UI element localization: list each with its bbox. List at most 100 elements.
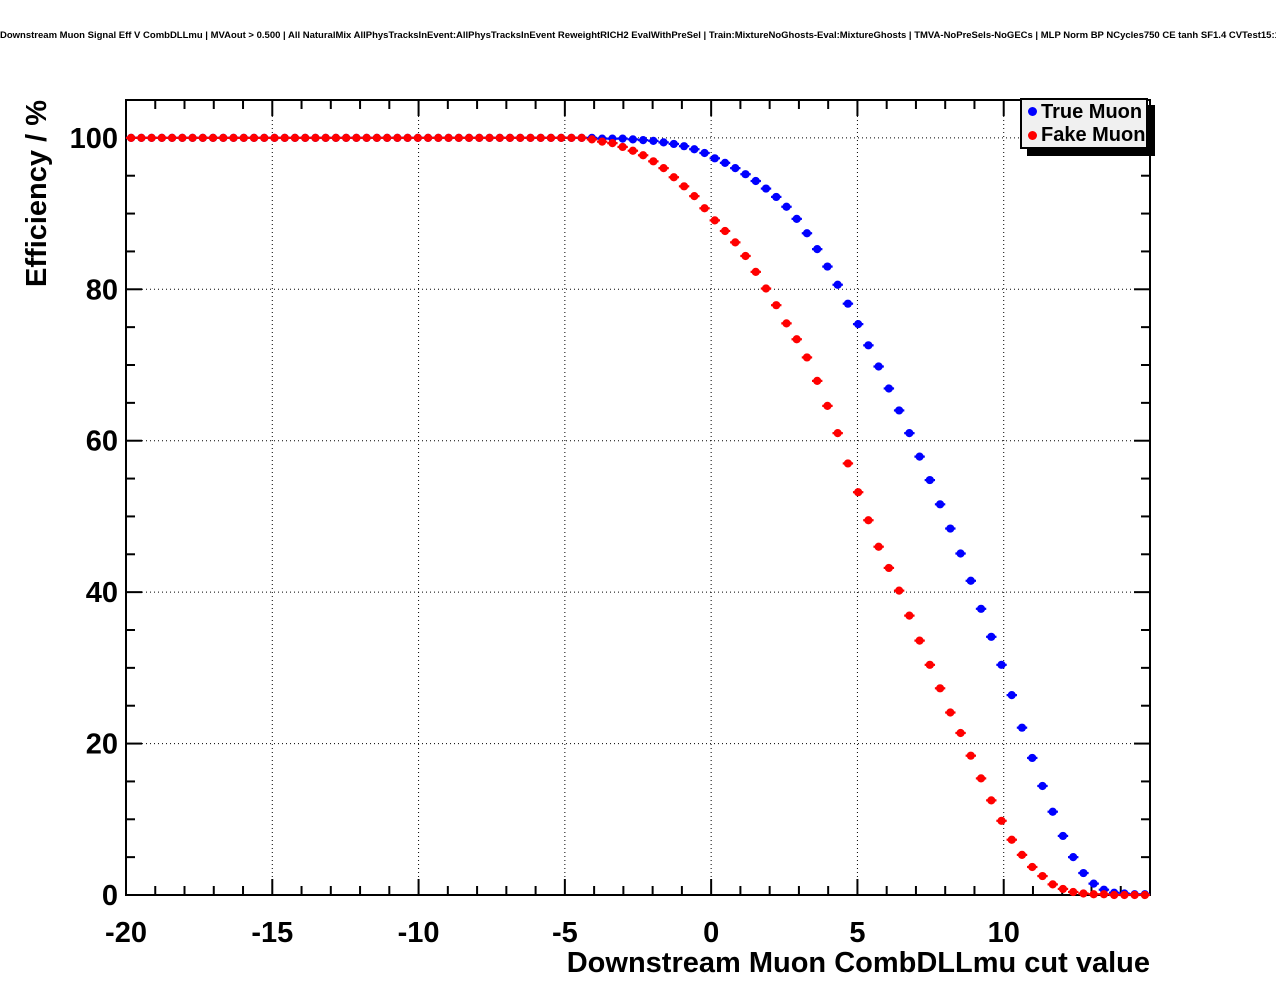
data-point-marker <box>639 136 648 145</box>
data-point-marker <box>239 133 248 142</box>
data-point-marker <box>454 133 463 142</box>
data-point-marker <box>137 133 146 142</box>
legend-label: Fake Muon <box>1041 124 1146 147</box>
data-point-marker <box>1028 862 1037 872</box>
data-point-marker <box>1079 868 1088 878</box>
data-point-marker <box>423 133 433 142</box>
chart-frame <box>125 99 1151 896</box>
data-point-marker <box>946 524 955 533</box>
data-point-marker <box>966 576 975 585</box>
legend-entry-true-muon: True Muon <box>1028 100 1146 124</box>
plot-title: Downstream Muon Signal Eff V CombDLLmu |… <box>0 30 1276 41</box>
data-point-marker <box>639 151 648 160</box>
data-point-marker <box>731 238 740 247</box>
data-point-marker <box>690 192 699 201</box>
data-point-marker <box>618 142 627 152</box>
data-point-marker <box>649 157 658 166</box>
data-point-marker <box>464 133 474 142</box>
data-point-marker <box>976 604 986 613</box>
data-point-marker <box>802 229 812 238</box>
data-point-marker <box>782 319 791 328</box>
data-point-marker <box>403 133 412 142</box>
data-point-marker <box>1048 807 1057 816</box>
y-tick-label: 0 <box>102 880 118 912</box>
data-point-marker <box>1130 890 1139 900</box>
y-tick-label: 100 <box>70 123 118 155</box>
data-point-marker <box>311 133 320 142</box>
data-point-marker <box>208 133 218 142</box>
data-point-marker <box>362 133 371 142</box>
legend-entry-fake-muon: Fake Muon <box>1028 124 1146 148</box>
data-point-marker <box>751 267 760 276</box>
data-point-marker <box>823 401 832 410</box>
data-point-marker <box>628 146 637 155</box>
data-point-marker <box>219 133 228 142</box>
data-point-marker <box>956 549 965 558</box>
data-point-marker <box>301 133 310 142</box>
data-point-marker <box>342 133 351 142</box>
data-point-marker <box>557 133 566 142</box>
data-point-marker <box>1120 890 1129 900</box>
data-point-marker <box>854 488 863 497</box>
data-point-marker <box>884 384 893 393</box>
data-point-marker <box>987 632 996 641</box>
data-point-marker <box>249 133 259 142</box>
data-point-marker <box>434 133 443 142</box>
data-point-marker <box>1110 890 1119 900</box>
data-point-marker <box>167 133 177 142</box>
x-tick-label: 5 <box>849 917 865 949</box>
legend-label: True Muon <box>1041 100 1143 123</box>
x-tick-label: 0 <box>703 917 719 949</box>
y-axis-title: Efficiency / % <box>21 100 53 287</box>
data-point-marker <box>577 133 586 142</box>
y-tick-label: 20 <box>86 729 118 761</box>
data-point-marker <box>393 133 402 142</box>
x-tick-label: -15 <box>251 917 293 949</box>
data-point-marker <box>956 728 965 738</box>
data-point-marker <box>485 133 494 142</box>
data-point-marker <box>444 133 453 142</box>
data-point-marker <box>679 182 689 191</box>
data-point-marker <box>935 500 945 509</box>
data-point-marker <box>1058 884 1068 894</box>
data-point-marker <box>905 611 914 620</box>
data-point-marker <box>147 133 156 142</box>
data-point-marker <box>854 320 863 329</box>
data-point-marker <box>1007 835 1016 844</box>
data-point-marker <box>1089 890 1098 899</box>
data-point-marker <box>751 176 760 186</box>
x-tick-label: -20 <box>105 917 147 949</box>
data-point-marker <box>925 475 934 485</box>
data-point-marker <box>720 226 730 236</box>
data-point-marker <box>618 134 627 143</box>
data-point-marker <box>895 586 904 595</box>
data-point-marker <box>127 133 136 142</box>
data-point-marker <box>649 136 658 145</box>
data-point-marker <box>833 280 842 289</box>
data-point-marker <box>536 133 545 142</box>
data-point-marker <box>710 216 719 225</box>
data-point-marker <box>813 245 822 254</box>
data-point-marker <box>833 429 842 438</box>
data-point-marker <box>905 429 914 438</box>
true-muon-marker-icon <box>1028 107 1037 117</box>
data-point-marker <box>1048 880 1057 889</box>
data-point-marker <box>690 145 699 154</box>
data-point-marker <box>383 133 392 142</box>
data-point-marker <box>792 335 801 344</box>
data-point-marker <box>741 251 750 261</box>
data-point-marker <box>772 301 781 310</box>
data-point-marker <box>925 660 934 669</box>
data-point-marker <box>679 142 689 151</box>
data-point-marker <box>720 158 730 167</box>
data-point-marker <box>669 139 678 149</box>
data-point-marker <box>761 284 771 293</box>
data-point-marker <box>761 184 771 193</box>
data-point-marker <box>372 133 381 142</box>
data-point-marker <box>823 262 832 271</box>
data-point-marker <box>935 684 945 693</box>
data-point-marker <box>1079 889 1088 898</box>
data-point-marker <box>1140 890 1149 900</box>
data-point-marker <box>864 516 873 525</box>
data-point-marker <box>843 459 853 468</box>
